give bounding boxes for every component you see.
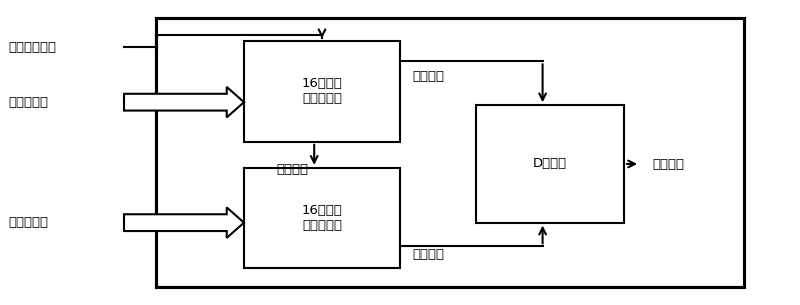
Bar — [244, 41, 400, 142]
Bar — [244, 168, 400, 268]
Text: D触发器: D触发器 — [533, 157, 567, 170]
Polygon shape — [124, 87, 244, 117]
Text: 外部触发信号: 外部触发信号 — [8, 41, 56, 54]
Text: 使能信号: 使能信号 — [276, 163, 308, 176]
Text: 16位门宽
延时计数器: 16位门宽 延时计数器 — [302, 204, 342, 232]
Text: 选通信号: 选通信号 — [652, 158, 684, 171]
Text: 使能信号: 使能信号 — [412, 70, 444, 83]
Polygon shape — [124, 207, 244, 238]
Text: 距离延时值: 距离延时值 — [8, 96, 48, 109]
Text: 16位距离
延时计数器: 16位距离 延时计数器 — [302, 77, 342, 106]
Bar — [156, 18, 744, 287]
Text: 清零信号: 清零信号 — [412, 248, 444, 261]
Bar — [476, 105, 624, 223]
Text: 门宽延时值: 门宽延时值 — [8, 216, 48, 229]
